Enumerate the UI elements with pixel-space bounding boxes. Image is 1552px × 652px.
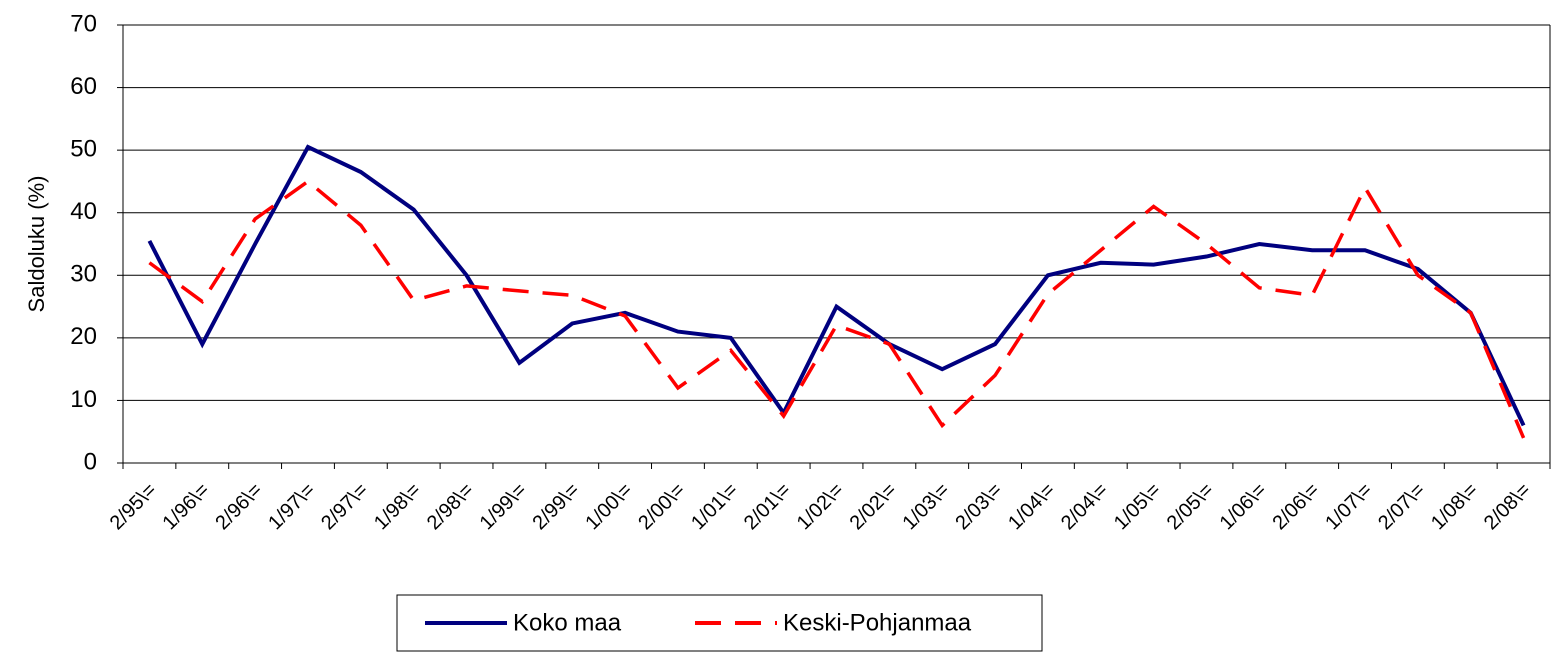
- x-tick-label: 1/03\=: [898, 479, 953, 534]
- x-tick-label: 2/05\=: [1163, 479, 1218, 534]
- x-tick-label: 1/00\=: [581, 479, 636, 534]
- line: [148, 179, 1526, 439]
- x-tick-label: 1/05\=: [1110, 479, 1165, 534]
- x-tick-label: 2/98\=: [423, 479, 478, 534]
- x-tick-label: 1/99\=: [476, 479, 531, 534]
- y-tick-label: 10: [70, 386, 97, 413]
- x-tick-label: 1/08\=: [1427, 479, 1482, 534]
- x-tick-label: 2/02\=: [846, 479, 901, 534]
- x-tick-label: 2/06\=: [1268, 479, 1323, 534]
- x-tick-label: 1/96\=: [159, 479, 214, 534]
- x-tick-label: 2/04\=: [1057, 479, 1112, 534]
- y-tick-label: 30: [70, 261, 97, 288]
- line: [147, 144, 1526, 427]
- x-tick-label: 2/00\=: [634, 479, 689, 534]
- y-tick-label: 40: [70, 198, 97, 225]
- legend-label: Koko maa: [513, 609, 622, 636]
- x-tick-label: 1/02\=: [793, 479, 848, 534]
- x-tick-label: 1/01\=: [687, 479, 742, 534]
- x-tick-label: 1/97\=: [264, 479, 319, 534]
- x-tick-label: 2/99\=: [529, 479, 584, 534]
- x-tick-label: 2/01\=: [740, 479, 795, 534]
- y-tick-label: 60: [70, 73, 97, 100]
- y-axis-label: Saldoluku (%): [24, 176, 49, 313]
- x-tick-label: 1/04\=: [1004, 479, 1059, 534]
- x-tick-label: 2/08\=: [1480, 479, 1535, 534]
- y-tick-label: 50: [70, 135, 97, 162]
- x-tick-label: 2/07\=: [1374, 479, 1429, 534]
- y-tick-label: 20: [70, 323, 97, 350]
- y-tick-label: 70: [70, 10, 97, 37]
- x-tick-label: 2/97\=: [317, 479, 372, 534]
- x-tick-label: 1/06\=: [1216, 479, 1271, 534]
- legend-label: Keski-Pohjanmaa: [783, 609, 972, 636]
- y-tick-label: 0: [84, 448, 97, 475]
- x-tick-label: 2/03\=: [951, 479, 1006, 534]
- x-tick-label: 2/96\=: [211, 479, 266, 534]
- x-tick-label: 2/95\=: [106, 479, 161, 534]
- x-tick-label: 1/98\=: [370, 479, 425, 534]
- x-tick-label: 1/07\=: [1321, 479, 1376, 534]
